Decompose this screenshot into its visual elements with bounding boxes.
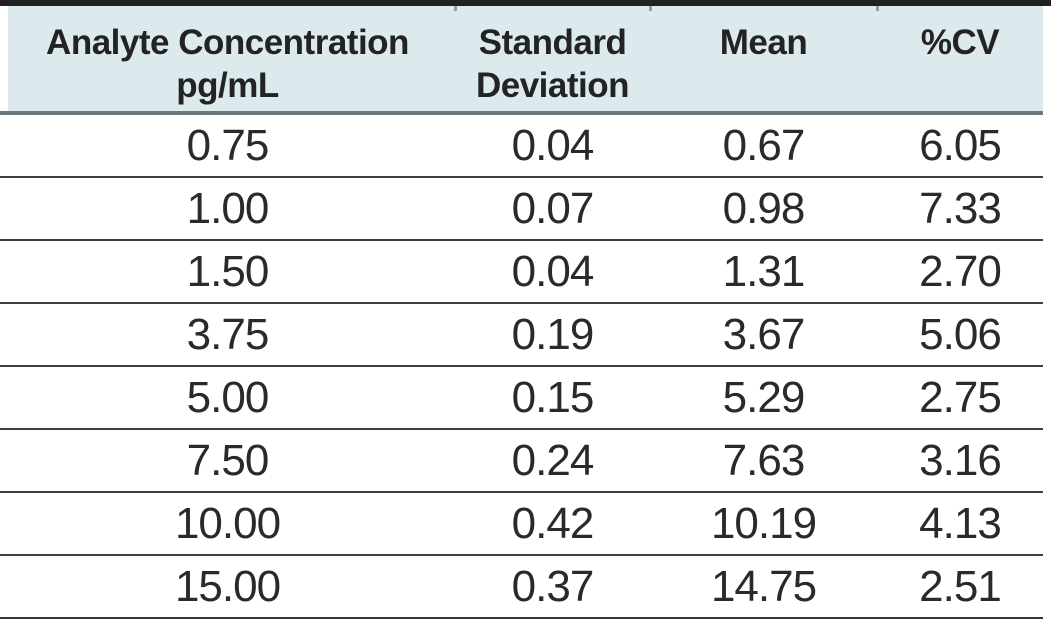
table-row: 10.00 0.42 10.19 4.13 (0, 493, 1043, 556)
cell-analyte-concentration: 7.50 (186, 436, 270, 485)
table-row: 0.75 0.04 0.67 6.05 (0, 115, 1043, 178)
column-header-standard-deviation: Standard Deviation (475, 23, 630, 105)
cell-analyte-concentration: 10.00 (174, 499, 281, 548)
column-divider-tick (454, 6, 457, 11)
table-row: 1.00 0.07 0.98 7.33 (0, 178, 1043, 241)
cell-standard-deviation: 0.37 (511, 562, 595, 611)
cell-percent-cv: 2.51 (919, 562, 1002, 611)
cell-standard-deviation: 0.24 (511, 436, 595, 485)
cell-standard-deviation: 0.07 (511, 184, 595, 233)
cell-mean: 7.63 (722, 436, 806, 485)
cell-analyte-concentration: 3.75 (186, 310, 270, 359)
cell-mean: 1.31 (722, 247, 806, 296)
cell-percent-cv: 5.06 (919, 310, 1002, 359)
cell-mean: 3.67 (722, 310, 806, 359)
column-header-mean: Mean (719, 23, 808, 62)
table-top-border (0, 0, 1051, 11)
column-divider-tick (876, 6, 879, 11)
cell-mean: 0.98 (722, 184, 806, 233)
cell-analyte-concentration: 0.75 (186, 121, 270, 170)
cell-percent-cv: 2.75 (919, 373, 1002, 422)
cell-percent-cv: 3.16 (919, 436, 1002, 485)
cell-mean: 14.75 (710, 562, 817, 611)
cell-percent-cv: 6.05 (919, 121, 1002, 170)
column-divider-tick (649, 6, 652, 11)
column-header-percent-cv: %CV (920, 23, 1000, 62)
cell-standard-deviation: 0.19 (511, 310, 595, 359)
cell-mean: 5.29 (722, 373, 806, 422)
table-row: 3.75 0.19 3.67 5.06 (0, 304, 1043, 367)
table-row: 5.00 0.15 5.29 2.75 (0, 367, 1043, 430)
table-row: 15.00 0.37 14.75 2.51 (0, 556, 1043, 619)
table-header-row: Analyte Concentration pg/mL Standard Dev… (0, 6, 1043, 115)
cell-percent-cv: 7.33 (919, 184, 1002, 233)
column-header-analyte-concentration: Analyte Concentration pg/mL (46, 23, 409, 105)
cell-standard-deviation: 0.15 (511, 373, 595, 422)
cell-standard-deviation: 0.42 (511, 499, 595, 548)
table-row: 1.50 0.04 1.31 2.70 (0, 241, 1043, 304)
cell-standard-deviation: 0.04 (511, 247, 595, 296)
cell-mean: 0.67 (722, 121, 806, 170)
cell-analyte-concentration: 15.00 (174, 562, 281, 611)
cell-analyte-concentration: 5.00 (186, 373, 270, 422)
table-row: 7.50 0.24 7.63 3.16 (0, 430, 1043, 493)
cell-percent-cv: 2.70 (919, 247, 1002, 296)
cell-analyte-concentration: 1.50 (186, 247, 270, 296)
cell-analyte-concentration: 1.00 (186, 184, 270, 233)
cell-standard-deviation: 0.04 (511, 121, 595, 170)
cell-percent-cv: 4.13 (919, 499, 1002, 548)
cell-mean: 10.19 (710, 499, 817, 548)
